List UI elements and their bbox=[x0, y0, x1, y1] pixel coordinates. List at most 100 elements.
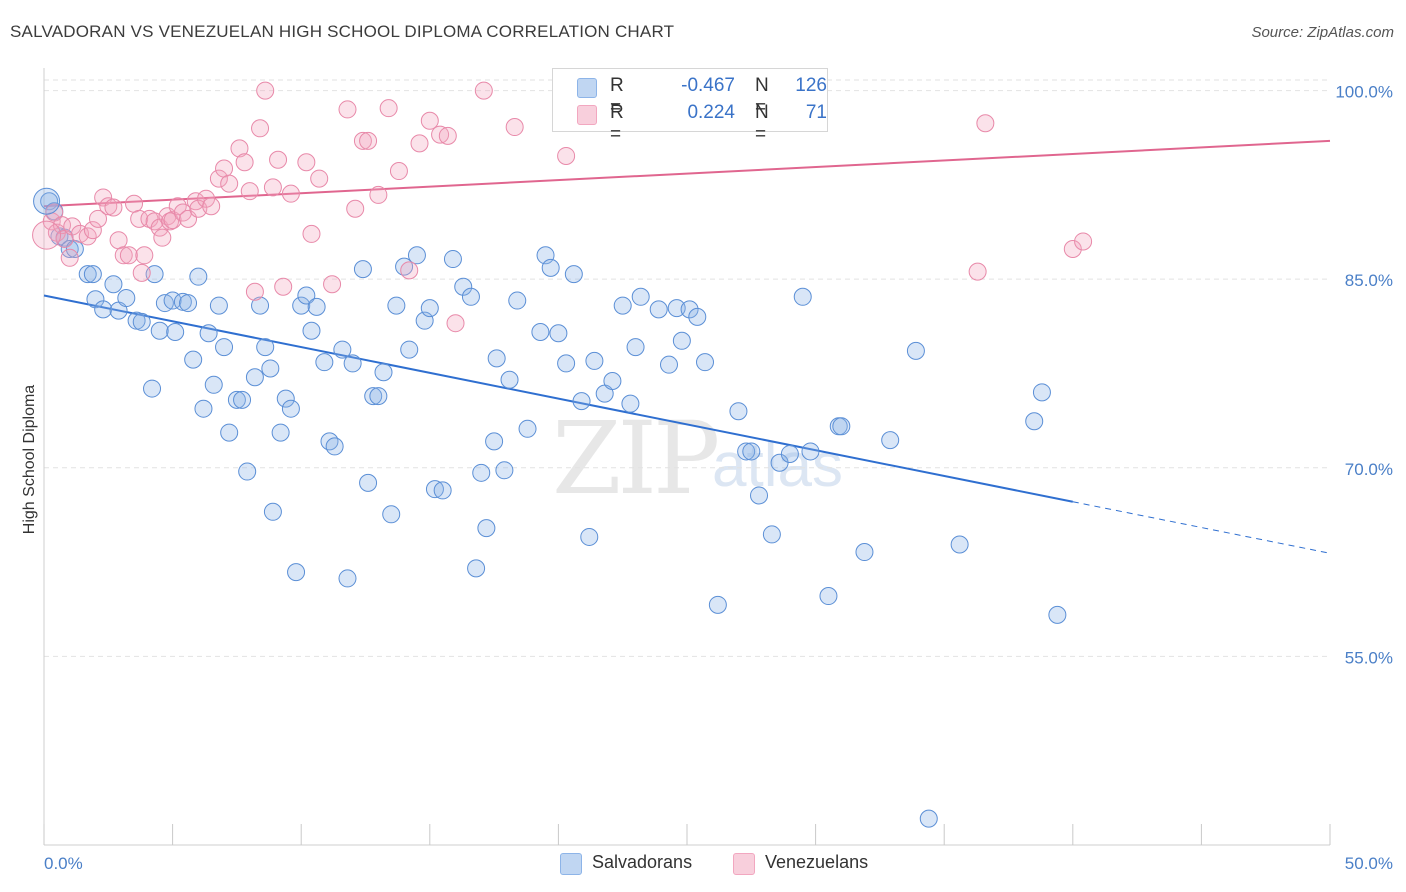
salvadoran-point bbox=[400, 340, 419, 359]
salvadoran-point bbox=[184, 350, 203, 369]
y-tick-label: 85.0% bbox=[1345, 271, 1393, 290]
venezuelan-point bbox=[302, 224, 321, 243]
venezuelan-point bbox=[230, 139, 249, 158]
salvadoran-point bbox=[750, 486, 769, 505]
salvadoran-point bbox=[315, 353, 334, 372]
salvadoran-point bbox=[238, 462, 257, 481]
venezuelan-point bbox=[474, 81, 493, 100]
salvadoran-point bbox=[541, 258, 560, 277]
venezuelan-point bbox=[163, 211, 182, 230]
legend-n-value: 126 bbox=[795, 75, 827, 96]
salvadoran-point bbox=[461, 287, 480, 306]
salvadoran-point bbox=[117, 289, 136, 308]
salvadoran-point bbox=[276, 389, 295, 408]
legend-n-label: N = bbox=[755, 102, 769, 145]
venezuelan-point bbox=[153, 228, 172, 247]
venezuelan-point bbox=[263, 178, 282, 197]
salvadoran-point bbox=[78, 265, 97, 284]
venezuelan-point bbox=[346, 199, 365, 218]
venezuelan-point bbox=[114, 246, 133, 265]
salvadoran-point bbox=[477, 519, 496, 538]
venezuelan-point bbox=[245, 282, 264, 301]
legend-r-label: R = bbox=[610, 102, 624, 145]
salvadoran-point bbox=[433, 481, 452, 500]
salvadoran-point bbox=[801, 442, 820, 461]
salvadoran-point bbox=[104, 275, 123, 294]
salvadoran-trend-line bbox=[43, 294, 1073, 503]
venezuelan-point bbox=[400, 261, 419, 280]
bottom-legend-swatch-venezuelans bbox=[733, 853, 755, 875]
trend-lines bbox=[43, 139, 1331, 554]
salvadoran-point bbox=[338, 569, 357, 588]
salvadoran-point bbox=[387, 296, 406, 315]
salvadoran-point bbox=[780, 444, 799, 463]
salvadoran-point bbox=[549, 324, 568, 343]
chart-title: SALVADORAN VS VENEZUELAN HIGH SCHOOL DIP… bbox=[10, 22, 675, 41]
bottom-legend-label-venezuelans: Venezuelans bbox=[765, 852, 869, 872]
salvadoran-point bbox=[626, 338, 645, 357]
venezuelan-point bbox=[125, 194, 144, 213]
salvadoran-point bbox=[621, 394, 640, 413]
venezuelan-trend-line bbox=[43, 139, 1331, 208]
salvadoran-point bbox=[343, 354, 362, 373]
y-tick-label: 55.0% bbox=[1345, 648, 1393, 667]
salvadoran-point bbox=[572, 392, 591, 411]
legend-n-label: N = bbox=[755, 75, 769, 118]
venezuelan-point bbox=[353, 131, 372, 150]
salvadoran-point bbox=[320, 432, 339, 451]
stats-legend: R = -0.467 N = 126 R = 0.224 N = 71 bbox=[552, 68, 828, 145]
legend-r-value: -0.467 bbox=[681, 75, 735, 96]
salvadoran-point bbox=[1025, 412, 1044, 431]
salvadoran-point bbox=[263, 502, 282, 521]
y-axis-title: High School Diploma bbox=[21, 385, 38, 535]
salvadoran-point bbox=[580, 527, 599, 546]
venezuelan-point bbox=[438, 126, 457, 145]
salvadoran-trend-extension bbox=[1072, 501, 1331, 554]
venezuelan-point bbox=[389, 162, 408, 181]
salvadoran-point bbox=[302, 321, 321, 340]
y-tick-label: 100.0% bbox=[1335, 83, 1393, 102]
venezuelan-point bbox=[209, 169, 228, 188]
salvadoran-point bbox=[333, 340, 352, 359]
bottom-legend-swatch-salvadorans bbox=[560, 853, 582, 875]
venezuelan-point bbox=[1063, 240, 1082, 259]
salvadoran-point bbox=[179, 294, 198, 313]
salvadoran-point bbox=[86, 290, 105, 309]
venezuelan-point bbox=[379, 99, 398, 118]
salvadoran-point bbox=[881, 431, 900, 450]
venezuelan-point bbox=[505, 118, 524, 137]
salvadoran-point bbox=[145, 265, 164, 284]
salvadoran-point bbox=[281, 399, 300, 418]
venezuelan-point bbox=[274, 277, 293, 296]
venezuelan-point bbox=[557, 146, 576, 165]
salvadoran-point bbox=[132, 312, 151, 331]
venezuelan-point bbox=[410, 134, 429, 153]
salvadoran-point bbox=[742, 442, 761, 461]
salvadoran-point bbox=[564, 265, 583, 284]
salvadoran-point bbox=[199, 324, 218, 343]
venezuelan-point bbox=[968, 262, 987, 281]
salvadoran-point bbox=[256, 338, 275, 357]
venezuelan-point bbox=[369, 185, 388, 204]
venezuelan-point bbox=[83, 221, 102, 240]
salvadoran-point bbox=[649, 300, 668, 319]
venezuelan-point bbox=[215, 159, 234, 178]
salvadoran-point bbox=[472, 463, 491, 482]
venezuelan-point bbox=[256, 81, 275, 100]
salvadoran-point bbox=[233, 390, 252, 409]
salvadoran-point bbox=[485, 432, 504, 451]
venezuelan-point bbox=[132, 263, 151, 282]
tick-labels: 55.0% 70.0% 85.0% 100.0% 0.0% 50.0% High Schoo… bbox=[21, 83, 1393, 873]
venezuelan-point bbox=[135, 246, 154, 265]
salvadoran-point bbox=[688, 307, 707, 326]
venezuelan-point bbox=[251, 119, 270, 138]
salvadoran-point bbox=[508, 291, 527, 310]
salvadoran-point bbox=[407, 246, 426, 265]
salvadoran-point bbox=[631, 287, 650, 306]
venezuelan-point bbox=[359, 131, 378, 150]
salvadoran-point bbox=[83, 265, 102, 284]
venezuelan-point bbox=[446, 314, 465, 333]
salvadoran-point bbox=[353, 260, 372, 279]
x-tick-label-min: 0.0% bbox=[44, 854, 83, 873]
salvadoran-point bbox=[906, 341, 925, 360]
